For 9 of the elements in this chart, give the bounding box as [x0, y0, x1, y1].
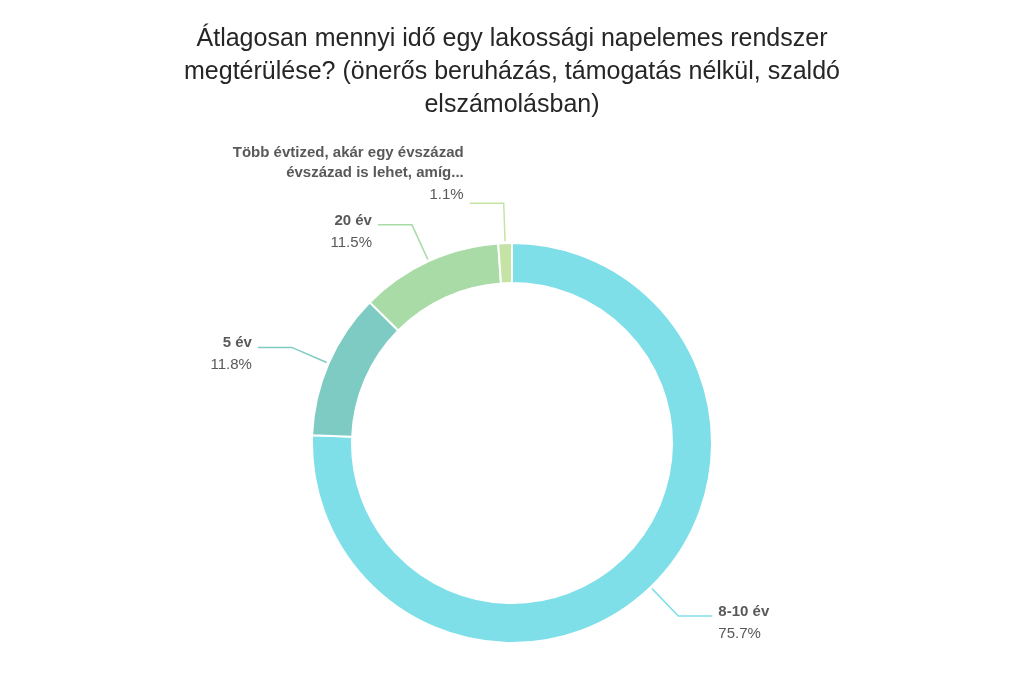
slice-label: 8-10 év: [718, 602, 770, 619]
slice-label: Több évtized, akár egy évszázad évszázad is lehet, amíg...: [232, 143, 464, 181]
data-label: 75.7%: [718, 624, 761, 641]
chart-title: Átlagosan mennyi idő egy lakossági napelemes rendszer megtérülése? (önerős beruházás, támogatás nélkül, szaldó elszámolásban): [184, 23, 840, 117]
data-label: 1.1%: [429, 185, 464, 203]
data-label: 11.5%: [330, 232, 372, 250]
slice-label: 20 év: [334, 210, 373, 228]
slice-label: 5 év: [222, 333, 253, 351]
data-label: 11.8%: [210, 355, 252, 373]
